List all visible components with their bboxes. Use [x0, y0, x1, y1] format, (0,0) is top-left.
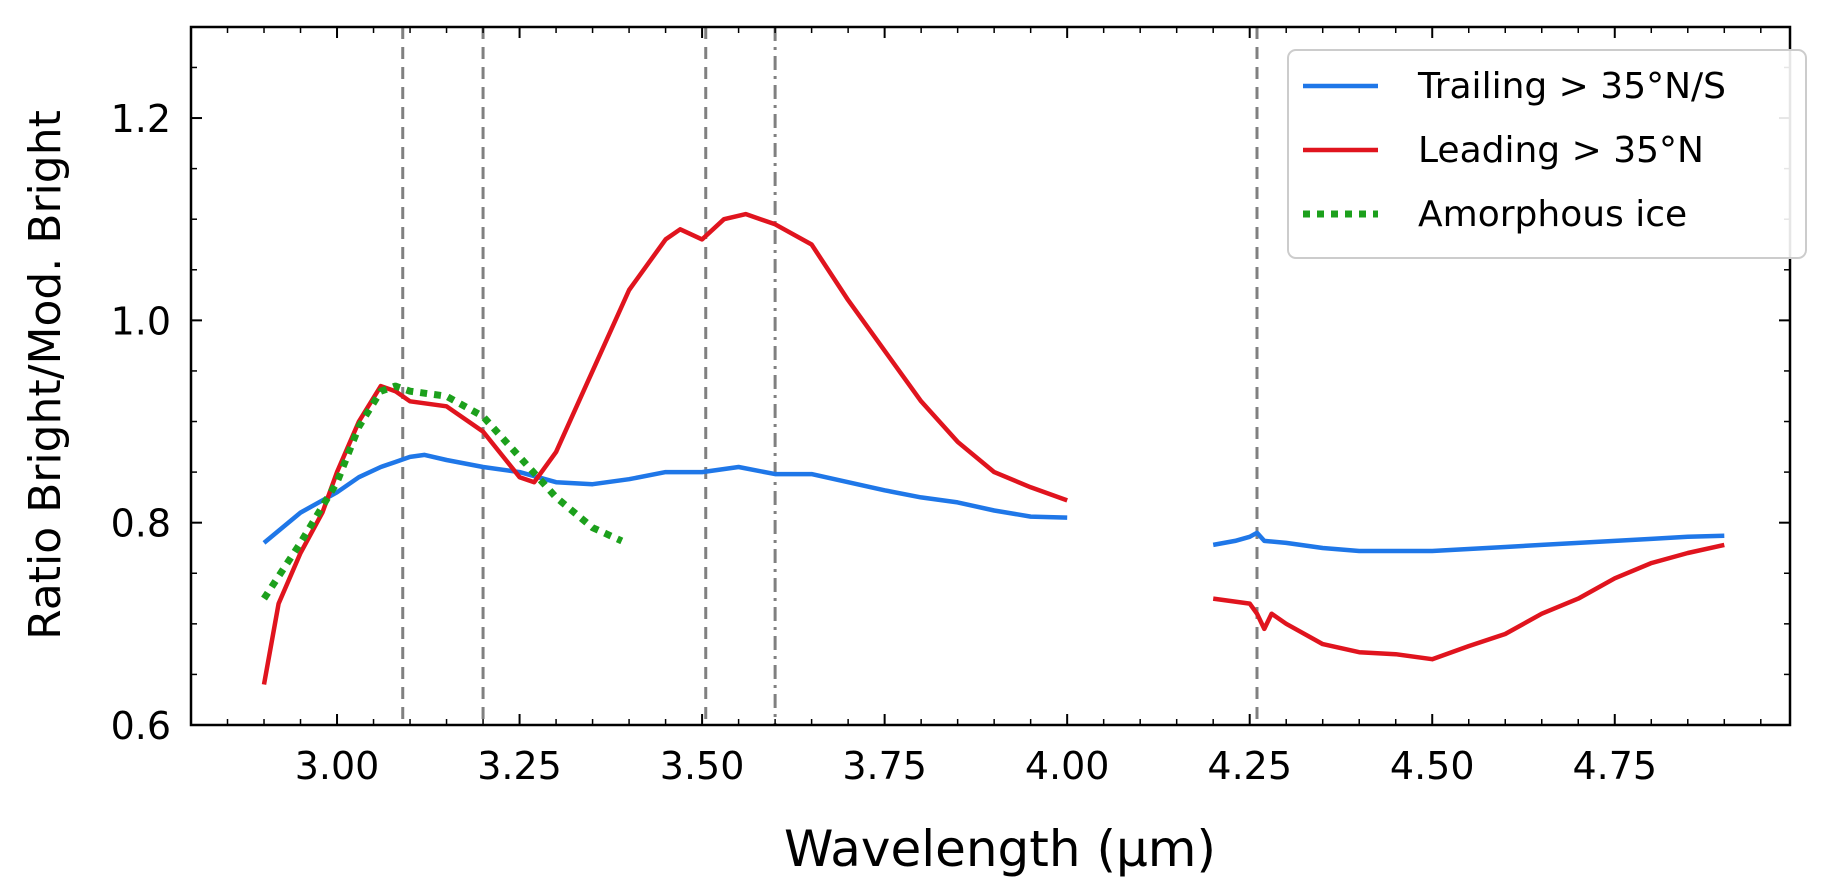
series-line-1	[261, 211, 1068, 685]
legend-label: Amorphous ice	[1418, 194, 1687, 235]
x-tick-label: 3.00	[295, 744, 380, 788]
x-tick-label: 4.00	[1025, 744, 1110, 788]
y-tick-label: 1.2	[111, 97, 171, 141]
series-line-0	[262, 452, 1068, 545]
series-line-2	[261, 382, 624, 601]
x-tick-label: 3.75	[842, 744, 927, 788]
plot-frame	[189, 25, 1792, 727]
legend-label: Trailing > 35°N/S	[1417, 66, 1726, 107]
y-tick-label: 0.6	[111, 704, 171, 748]
legend: Trailing > 35°N/S Leading > 35°N Amorphous…	[1287, 49, 1807, 259]
series-layer	[261, 211, 1725, 685]
series-line-0	[1212, 530, 1725, 554]
x-axis-label: Wavelength (μm)	[784, 820, 1216, 878]
y-axis-label: Ratio Bright/Mod. Bright	[20, 110, 71, 640]
y-tick-label: 0.8	[111, 502, 171, 546]
y-tick-label: 1.0	[111, 299, 171, 343]
reference-lines	[401, 27, 1259, 725]
x-tick-label: 4.25	[1207, 744, 1292, 788]
x-tick-label: 3.50	[660, 744, 745, 788]
x-tick-label: 3.25	[477, 744, 562, 788]
series-line-1	[1212, 542, 1725, 662]
x-tick-label: 4.75	[1572, 744, 1657, 788]
legend-box	[1287, 49, 1807, 259]
x-tick-label: 4.50	[1390, 744, 1475, 788]
legend-label: Leading > 35°N	[1418, 130, 1704, 171]
